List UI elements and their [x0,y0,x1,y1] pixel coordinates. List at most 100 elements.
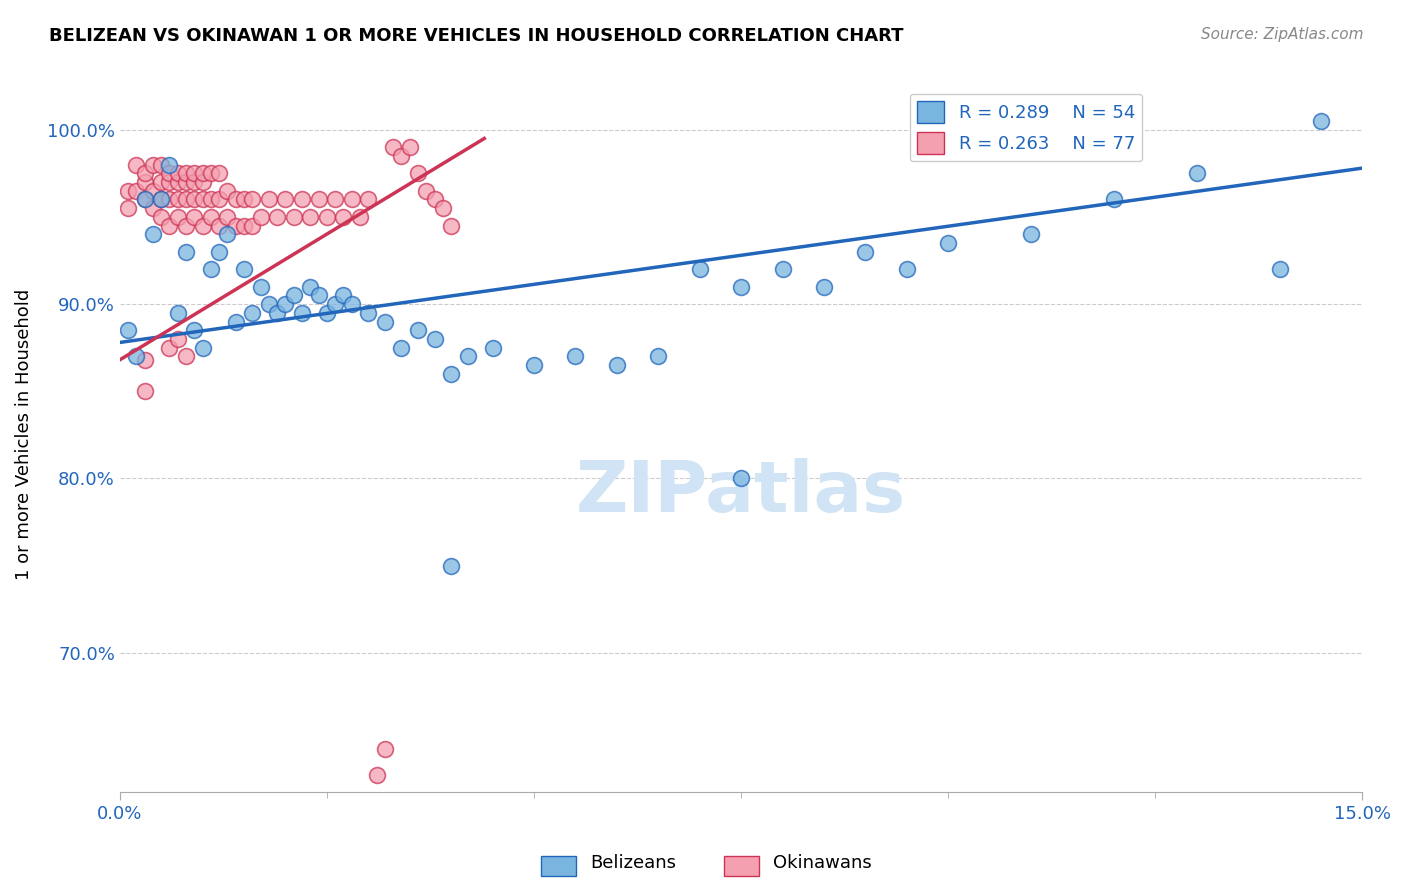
Point [315,210,337,224]
Point [274,297,297,311]
Point [283,288,305,302]
Point [772,262,794,277]
Point [134,175,156,189]
Point [382,140,405,154]
Point [183,175,205,189]
Point [1019,227,1042,242]
Point [1102,193,1125,207]
Text: Belizeans: Belizeans [591,855,676,872]
Point [481,341,503,355]
Point [166,193,188,207]
Point [191,219,214,233]
Point [257,193,280,207]
Point [159,175,181,189]
Point [166,175,188,189]
Point [1268,262,1291,277]
Point [200,262,222,277]
Point [225,219,247,233]
Point [233,219,256,233]
Point [391,341,413,355]
Point [240,193,263,207]
Point [191,175,214,189]
Point [174,175,197,189]
Point [423,332,446,346]
Point [291,306,314,320]
Point [266,210,288,224]
Point [457,350,479,364]
Point [564,350,586,364]
Point [134,193,156,207]
Text: Source: ZipAtlas.com: Source: ZipAtlas.com [1201,27,1364,42]
Point [174,193,197,207]
Point [349,210,371,224]
Point [233,262,256,277]
Point [125,350,148,364]
Point [440,219,463,233]
Text: Okinawans: Okinawans [773,855,872,872]
Point [283,210,305,224]
Point [1310,114,1333,128]
Point [174,350,197,364]
Point [150,193,173,207]
Point [217,227,239,242]
Point [191,193,214,207]
Point [117,323,139,337]
Point [208,219,231,233]
Point [855,244,877,259]
Point [240,306,263,320]
Point [374,741,396,756]
Point [166,332,188,346]
Point [191,166,214,180]
Point [315,306,337,320]
Point [208,193,231,207]
Legend: R = 0.289    N = 54, R = 0.263    N = 77: R = 0.289 N = 54, R = 0.263 N = 77 [910,94,1142,161]
Point [159,193,181,207]
Point [391,149,413,163]
Point [150,210,173,224]
Point [440,367,463,381]
Point [166,166,188,180]
Point [117,184,139,198]
Point [299,210,322,224]
Point [406,323,429,337]
Point [159,166,181,180]
Point [233,193,256,207]
Point [142,158,165,172]
Point [142,201,165,215]
Point [936,236,959,251]
Point [208,166,231,180]
Point [332,210,354,224]
Point [266,306,288,320]
Text: ZIPatlas: ZIPatlas [576,458,907,526]
Point [340,193,363,207]
Point [159,219,181,233]
Point [125,158,148,172]
Point [134,193,156,207]
Point [308,288,330,302]
Point [174,166,197,180]
Point [183,323,205,337]
Point [374,314,396,328]
Point [398,140,420,154]
Point [225,193,247,207]
Point [308,193,330,207]
Point [200,166,222,180]
Point [142,227,165,242]
Point [117,201,139,215]
Point [299,279,322,293]
Point [166,306,188,320]
Point [191,341,214,355]
Point [183,193,205,207]
Point [291,193,314,207]
Text: BELIZEAN VS OKINAWAN 1 OR MORE VEHICLES IN HOUSEHOLD CORRELATION CHART: BELIZEAN VS OKINAWAN 1 OR MORE VEHICLES … [49,27,904,45]
Point [174,244,197,259]
Point [159,341,181,355]
Point [730,471,752,485]
Point [340,297,363,311]
Point [174,219,197,233]
Point [225,314,247,328]
Point [134,166,156,180]
Point [150,175,173,189]
Point [217,210,239,224]
Point [249,279,271,293]
